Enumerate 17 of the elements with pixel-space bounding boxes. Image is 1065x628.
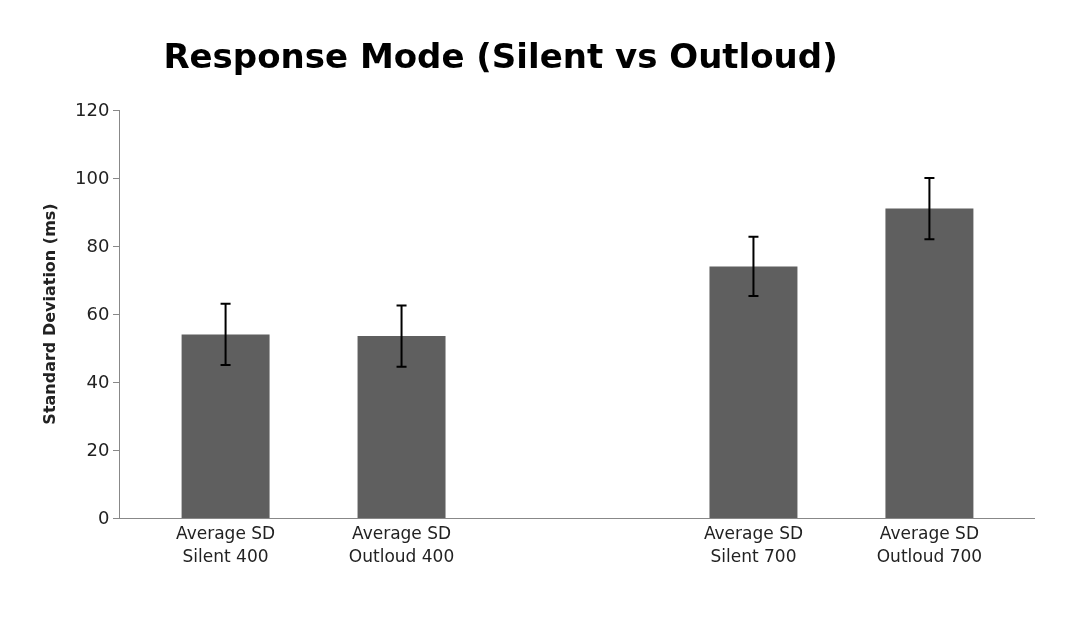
x-tick-label: Average SD Silent 700 [703, 523, 804, 566]
bar [709, 266, 798, 518]
y-tick-label: 120 [75, 99, 110, 121]
x-tick-label: Average SD Outloud 700 [876, 523, 983, 566]
bar [357, 336, 446, 518]
y-tick-label: 0 [97, 507, 110, 529]
x-tick-label: Average SD Silent 400 [176, 523, 276, 566]
y-tick-label: 40 [86, 371, 110, 393]
y-tick-label: 80 [86, 235, 110, 257]
y-tick-label: 100 [75, 167, 110, 189]
y-tick-label: 20 [86, 439, 110, 461]
x-tick-label: Average SD Outloud 400 [348, 523, 455, 566]
bar [885, 208, 974, 518]
bar [181, 334, 270, 518]
y-tick-label: 60 [86, 303, 110, 325]
chart-title: Response Mode (Silent vs Outloud) [163, 35, 838, 76]
y-axis-title: Standard Deviation (ms) [39, 203, 59, 425]
